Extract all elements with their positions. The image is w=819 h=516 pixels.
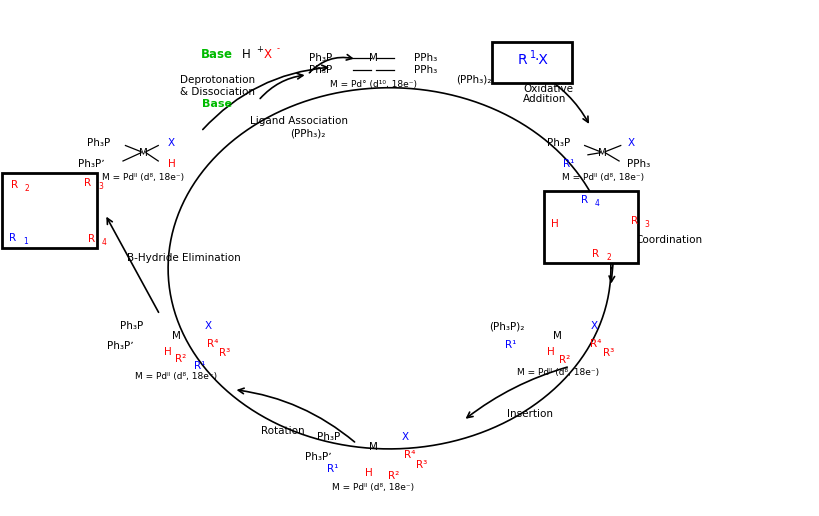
Text: Rotation: Rotation (260, 426, 305, 436)
Text: Oxidative: Oxidative (523, 84, 572, 94)
Text: X: X (264, 47, 272, 61)
Text: PPh₃: PPh₃ (414, 64, 437, 75)
Text: 2: 2 (606, 253, 610, 263)
Text: H: H (164, 347, 172, 357)
FancyBboxPatch shape (491, 42, 572, 83)
Text: M = Pdᴵᴵ (d⁸, 18e⁻): M = Pdᴵᴵ (d⁸, 18e⁻) (102, 173, 184, 182)
Text: H: H (550, 219, 558, 230)
Text: R³: R³ (602, 348, 613, 358)
Text: 3: 3 (644, 220, 649, 229)
Text: R: R (591, 249, 599, 260)
Text: R²: R² (387, 471, 399, 481)
Text: Ph₃P: Ph₃P (88, 138, 111, 149)
Text: Ph₃P: Ph₃P (120, 321, 143, 331)
Text: M: M (172, 331, 180, 342)
Text: X: X (590, 321, 597, 331)
Text: (Ph₃P)₂: (Ph₃P)₂ (489, 321, 524, 331)
FancyBboxPatch shape (2, 173, 97, 248)
Text: Ph₃P: Ph₃P (309, 53, 332, 63)
Text: R: R (630, 216, 637, 226)
Text: R: R (9, 233, 16, 243)
Text: R: R (11, 180, 18, 190)
Text: H: H (168, 159, 175, 169)
Text: R²: R² (174, 354, 186, 364)
Text: R⁴: R⁴ (207, 338, 219, 349)
Text: 3: 3 (98, 182, 103, 191)
Text: R¹: R¹ (194, 361, 206, 372)
Text: R: R (88, 234, 95, 244)
Text: Ph₃Pʼ: Ph₃Pʼ (78, 159, 104, 169)
Text: Insertion: Insertion (506, 409, 552, 419)
Text: (PPh₃)₂: (PPh₃)₂ (289, 128, 325, 138)
Text: X: X (401, 432, 409, 442)
Text: R³: R³ (415, 460, 427, 470)
Text: +: + (256, 44, 262, 54)
Text: M = Pdᴵᴵ (d⁸, 18e⁻): M = Pdᴵᴵ (d⁸, 18e⁻) (332, 483, 414, 492)
FancyBboxPatch shape (543, 191, 637, 263)
Text: M = Pdᴵᴵ (d⁸, 18e⁻): M = Pdᴵᴵ (d⁸, 18e⁻) (516, 368, 598, 377)
Text: R: R (84, 178, 92, 188)
Text: M = Pdᴵᴵ (d⁸, 18e⁻): M = Pdᴵᴵ (d⁸, 18e⁻) (135, 372, 217, 381)
Text: H: H (546, 347, 554, 357)
Text: Base: Base (202, 99, 232, 109)
Text: M = Pd° (d¹⁰, 18e⁻): M = Pd° (d¹⁰, 18e⁻) (329, 79, 416, 89)
Text: R: R (580, 195, 587, 205)
Text: X: X (627, 138, 634, 149)
Text: X: X (168, 138, 175, 149)
Text: & Dissociation: & Dissociation (179, 87, 255, 97)
Text: Ph₃Pʼ: Ph₃Pʼ (305, 452, 332, 462)
Text: M: M (598, 148, 606, 158)
Text: 2: 2 (25, 184, 29, 193)
Text: 4: 4 (102, 238, 106, 247)
Text: M = Pdᴵᴵ (d⁸, 18e⁻): M = Pdᴵᴵ (d⁸, 18e⁻) (561, 173, 643, 182)
Text: M: M (139, 148, 147, 158)
Text: H: H (242, 47, 251, 61)
Text: R¹: R¹ (327, 464, 338, 474)
Text: Ph₃Pʼ: Ph₃Pʼ (107, 341, 133, 351)
Text: 1: 1 (23, 237, 28, 246)
Text: Ligand Association: Ligand Association (250, 116, 348, 126)
Text: R⁴: R⁴ (590, 338, 601, 349)
Text: R¹: R¹ (505, 340, 516, 350)
Text: Ph₃P: Ph₃P (317, 432, 340, 442)
Text: ·X: ·X (534, 53, 548, 68)
Text: (PPh₃)₂: (PPh₃)₂ (456, 75, 491, 85)
Text: PPh₃: PPh₃ (627, 159, 649, 169)
Text: R²: R² (558, 355, 569, 365)
Text: Deprotonation: Deprotonation (179, 75, 255, 85)
Text: M: M (369, 53, 377, 63)
Text: M: M (369, 442, 377, 453)
Text: Addition: Addition (523, 94, 566, 104)
Text: -: - (276, 44, 279, 54)
Text: B-Hydride Elimination: B-Hydride Elimination (127, 253, 241, 263)
Text: PPh₃: PPh₃ (414, 53, 437, 63)
Text: R¹: R¹ (562, 159, 573, 169)
Text: Ph₃P: Ph₃P (546, 138, 569, 149)
Text: Coordination: Coordination (635, 235, 702, 245)
Text: Ph₃P: Ph₃P (309, 64, 332, 75)
Text: X: X (205, 321, 212, 331)
Text: H: H (364, 468, 373, 478)
Text: R: R (517, 53, 527, 68)
Text: 4: 4 (595, 199, 599, 208)
Text: R³: R³ (219, 348, 230, 358)
Text: Base: Base (201, 47, 233, 61)
Text: M: M (553, 331, 561, 342)
Text: R⁴: R⁴ (404, 449, 415, 460)
Text: 1: 1 (529, 50, 535, 60)
